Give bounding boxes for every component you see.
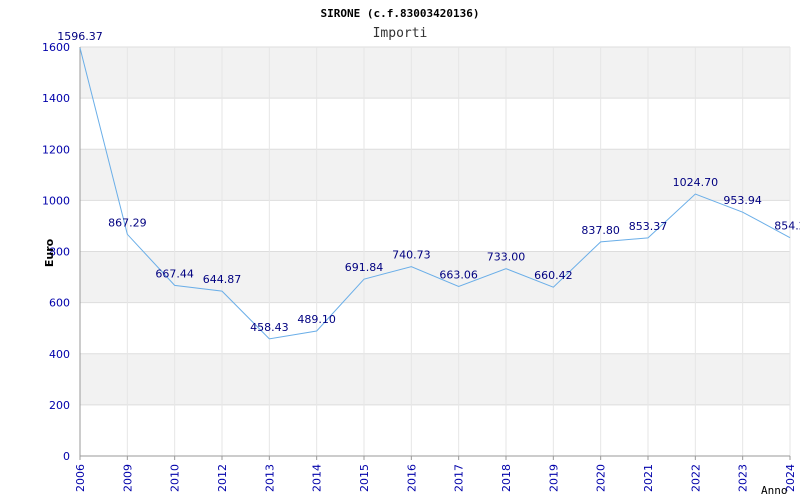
y-tick-label: 600 (49, 297, 70, 310)
x-tick-label: 2014 (311, 464, 324, 492)
data-label: 489.10 (297, 313, 336, 326)
data-label: 854.2 (774, 220, 800, 233)
x-tick-label: 2022 (689, 464, 702, 492)
data-label: 953.94 (723, 194, 762, 207)
plot-band (80, 149, 790, 201)
x-tick-label: 2016 (405, 464, 418, 492)
data-label: 458.43 (250, 321, 289, 334)
x-tick-label: 2012 (216, 464, 229, 492)
x-tick-label: 2017 (453, 464, 466, 492)
data-label: 660.42 (534, 269, 573, 282)
plot-band (80, 404, 790, 456)
data-label: 837.80 (581, 224, 620, 237)
y-tick-label: 1200 (42, 143, 70, 156)
y-tick-label: 0 (63, 450, 70, 463)
data-label: 667.44 (155, 267, 194, 280)
data-label: 740.73 (392, 249, 431, 262)
chart-title: SIRONE (c.f.83003420136) (321, 7, 480, 20)
chart-subtitle: Importi (373, 26, 428, 41)
data-label: 1596.37 (57, 30, 103, 43)
x-tick-label: 2020 (595, 464, 608, 492)
x-tick-labels: 2006 2009 2010 2012 2013 2014 2015 2016 2017 2018… (74, 464, 797, 492)
y-tick-labels: 0 200 400 600 800 1000 1200 1400 1600 (42, 41, 70, 463)
plot-band (80, 47, 790, 99)
x-tick-label: 2021 (642, 464, 655, 492)
data-labels: 1596.37 867.29 667.44 644.87 458.43 489.10 691… (57, 30, 800, 334)
y-tick-label: 400 (49, 348, 70, 361)
x-axis-label: Anno (761, 484, 788, 497)
plot-background-bands (80, 47, 790, 456)
x-tick-label: 2024 (784, 464, 797, 492)
x-tick-label: 2013 (263, 464, 276, 492)
plot-band (80, 200, 790, 252)
data-label: 663.06 (439, 269, 478, 282)
data-label: 853.37 (629, 220, 668, 233)
x-tick-label: 2006 (74, 464, 87, 492)
data-label: 867.29 (108, 216, 147, 229)
data-label: 1024.70 (673, 176, 719, 189)
y-tick-label: 1600 (42, 41, 70, 54)
plot-band (80, 98, 790, 150)
x-tick-label: 2018 (500, 464, 513, 492)
x-tick-label: 2009 (121, 464, 134, 492)
series-line (79, 47, 791, 340)
axes (79, 47, 791, 460)
plot-band (80, 353, 790, 405)
data-label: 644.87 (203, 273, 242, 286)
x-tick-label: 2015 (358, 464, 371, 492)
data-label: 733.00 (487, 251, 526, 264)
x-tick-label: 2010 (169, 464, 182, 492)
plot-band (80, 302, 790, 354)
y-axis-label: Euro (43, 238, 56, 267)
y-tick-label: 1000 (42, 194, 70, 207)
data-label: 691.84 (345, 261, 384, 274)
y-tick-label: 1400 (42, 92, 70, 105)
x-tick-label: 2019 (547, 464, 560, 492)
x-tick-label: 2023 (737, 464, 750, 492)
y-tick-label: 800 (49, 246, 70, 259)
y-tick-label: 200 (49, 399, 70, 412)
